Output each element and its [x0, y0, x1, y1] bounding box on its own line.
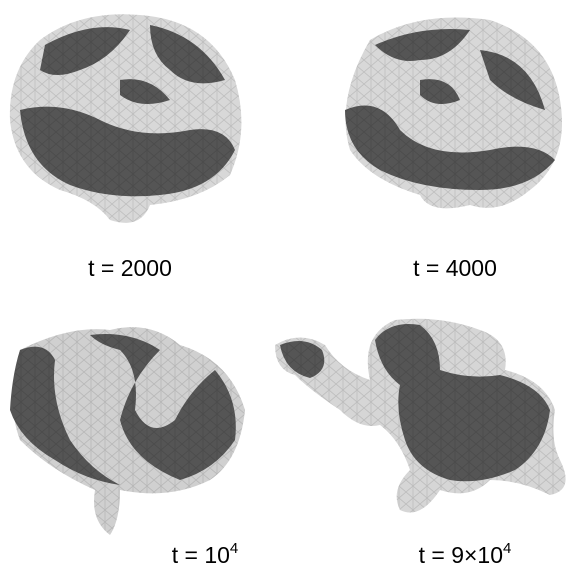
label-exponent: 4 — [230, 540, 238, 557]
label-base: t = 9×10 — [419, 542, 503, 568]
figure: t = 2000 t = 4000 t = 104 t = 9×104 — [0, 0, 582, 571]
label-exponent: 4 — [503, 540, 511, 557]
mesh-render — [10, 327, 245, 535]
mesh-render — [275, 319, 566, 513]
panel-label: t = 104 — [172, 540, 239, 568]
mesh-render — [10, 14, 242, 223]
mesh-render — [345, 18, 562, 209]
panel-label: t = 2000 — [88, 255, 172, 281]
label-base: t = 10 — [172, 542, 230, 568]
panel-label: t = 9×104 — [419, 540, 512, 568]
panel-label: t = 4000 — [413, 255, 497, 281]
